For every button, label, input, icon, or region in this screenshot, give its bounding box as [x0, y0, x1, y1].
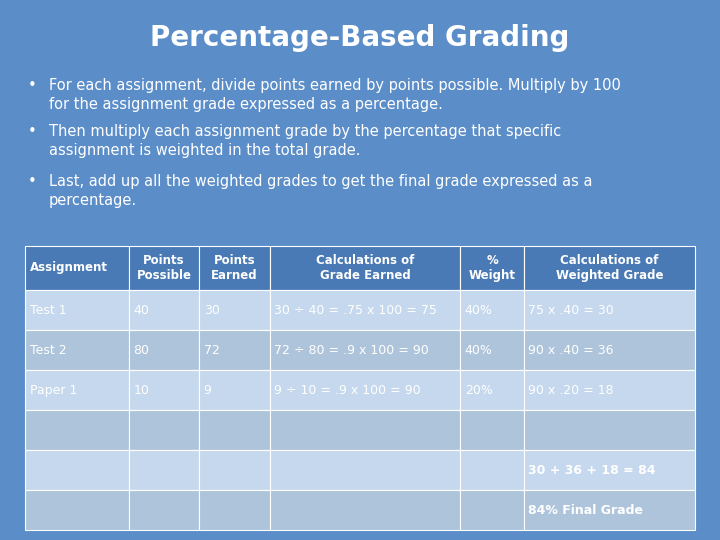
Bar: [461, 490, 524, 530]
Text: 40%: 40%: [465, 303, 492, 316]
Text: 10: 10: [133, 383, 149, 396]
Bar: [524, 490, 695, 530]
Bar: [524, 450, 695, 490]
Text: Percentage-Based Grading: Percentage-Based Grading: [150, 24, 570, 52]
Bar: [524, 246, 695, 290]
Bar: [269, 410, 461, 450]
Bar: [269, 330, 461, 370]
Bar: [524, 290, 695, 330]
Text: •: •: [27, 174, 36, 189]
Text: Last, add up all the weighted grades to get the final grade expressed as a
perce: Last, add up all the weighted grades to …: [49, 174, 593, 208]
Text: 84% Final Grade: 84% Final Grade: [528, 504, 644, 517]
Text: Calculations of
Weighted Grade: Calculations of Weighted Grade: [556, 254, 663, 282]
Bar: [199, 450, 269, 490]
Bar: [461, 330, 524, 370]
Bar: [129, 450, 199, 490]
Text: Calculations of
Grade Earned: Calculations of Grade Earned: [316, 254, 414, 282]
Bar: [199, 246, 269, 290]
Bar: [25, 410, 129, 450]
Bar: [25, 330, 129, 370]
Text: Paper 1: Paper 1: [30, 383, 77, 396]
Bar: [461, 246, 524, 290]
Text: 40: 40: [133, 303, 149, 316]
Text: Points
Earned: Points Earned: [211, 254, 258, 282]
Bar: [269, 450, 461, 490]
Bar: [129, 490, 199, 530]
Text: Then multiply each assignment grade by the percentage that specific
assignment i: Then multiply each assignment grade by t…: [49, 124, 561, 158]
Text: 75 x .40 = 30: 75 x .40 = 30: [528, 303, 614, 316]
Text: 40%: 40%: [465, 343, 492, 356]
Bar: [524, 370, 695, 410]
Bar: [524, 330, 695, 370]
Text: 90 x .40 = 36: 90 x .40 = 36: [528, 343, 614, 356]
Bar: [269, 490, 461, 530]
Bar: [129, 410, 199, 450]
Text: Points
Possible: Points Possible: [137, 254, 192, 282]
Bar: [129, 290, 199, 330]
Bar: [25, 450, 129, 490]
Text: Test 2: Test 2: [30, 343, 66, 356]
Bar: [25, 290, 129, 330]
Text: •: •: [27, 78, 36, 93]
Text: •: •: [27, 124, 36, 139]
Bar: [199, 330, 269, 370]
Bar: [25, 490, 129, 530]
Bar: [461, 370, 524, 410]
Text: 30 + 36 + 18 = 84: 30 + 36 + 18 = 84: [528, 464, 656, 477]
Text: %
Weight: % Weight: [469, 254, 516, 282]
Bar: [199, 290, 269, 330]
Bar: [461, 410, 524, 450]
Bar: [129, 330, 199, 370]
Text: 90 x .20 = 18: 90 x .20 = 18: [528, 383, 614, 396]
Bar: [461, 290, 524, 330]
Bar: [25, 370, 129, 410]
Bar: [129, 246, 199, 290]
Text: 72 ÷ 80 = .9 x 100 = 90: 72 ÷ 80 = .9 x 100 = 90: [274, 343, 428, 356]
Bar: [524, 410, 695, 450]
Bar: [199, 370, 269, 410]
Text: 9 ÷ 10 = .9 x 100 = 90: 9 ÷ 10 = .9 x 100 = 90: [274, 383, 420, 396]
Text: Test 1: Test 1: [30, 303, 66, 316]
Text: 30: 30: [204, 303, 220, 316]
Text: 30 ÷ 40 = .75 x 100 = 75: 30 ÷ 40 = .75 x 100 = 75: [274, 303, 437, 316]
Bar: [129, 370, 199, 410]
Text: 9: 9: [204, 383, 212, 396]
Text: 80: 80: [133, 343, 149, 356]
Bar: [25, 246, 129, 290]
Bar: [269, 370, 461, 410]
Text: 20%: 20%: [465, 383, 492, 396]
Text: For each assignment, divide points earned by points possible. Multiply by 100
fo: For each assignment, divide points earne…: [49, 78, 621, 112]
Text: Assignment: Assignment: [30, 261, 107, 274]
Bar: [461, 450, 524, 490]
Bar: [199, 410, 269, 450]
Bar: [269, 246, 461, 290]
Text: 72: 72: [204, 343, 220, 356]
Bar: [199, 490, 269, 530]
Bar: [269, 290, 461, 330]
